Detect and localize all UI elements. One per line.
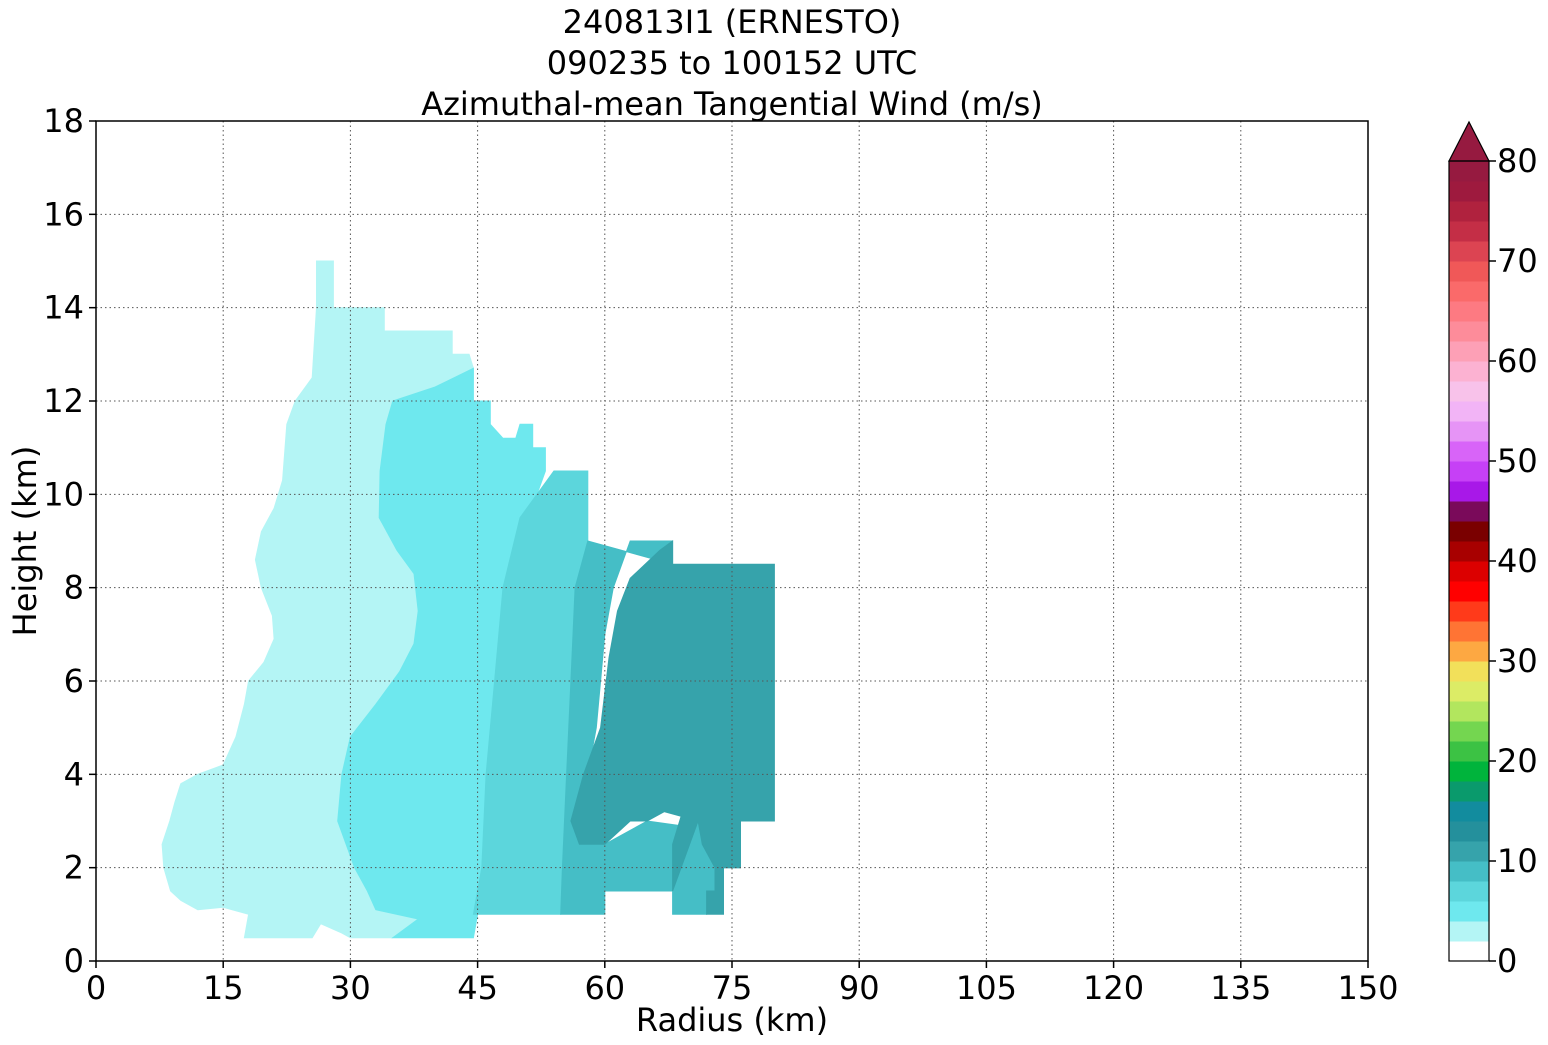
y-tick-label: 18 — [43, 102, 84, 140]
x-axis-label: Radius (km) — [636, 1001, 828, 1039]
colorbar-segment — [1449, 761, 1489, 782]
colorbar-tick-label: 40 — [1497, 542, 1538, 580]
colorbar-segment — [1449, 701, 1489, 722]
colorbar-segment — [1449, 221, 1489, 242]
colorbar-segment — [1449, 501, 1489, 522]
y-tick-label: 14 — [43, 289, 84, 327]
colorbar-segment — [1449, 841, 1489, 862]
contour-regions — [161, 260, 775, 939]
chart-title-line-2: 090235 to 100152 UTC — [546, 44, 918, 82]
x-tick-label: 135 — [1210, 969, 1271, 1007]
colorbar-segment — [1449, 801, 1489, 822]
chart-title-line-3: Azimuthal-mean Tangential Wind (m/s) — [421, 85, 1043, 123]
colorbar-segment — [1449, 441, 1489, 462]
colorbar-segment — [1449, 821, 1489, 842]
colorbar-segment — [1449, 381, 1489, 402]
colorbar-extend-arrow — [1448, 120, 1490, 162]
colorbar-segment — [1449, 541, 1489, 562]
x-tick-label: 30 — [330, 969, 371, 1007]
colorbar-tick-label: 50 — [1497, 442, 1538, 480]
colorbar-segment — [1449, 521, 1489, 542]
grid-lines — [96, 121, 1368, 961]
colorbar-segment — [1449, 181, 1489, 202]
colorbar: 0 10 20 30 40 50 60 70 80 — [1448, 120, 1538, 980]
colorbar-segment — [1449, 581, 1489, 602]
colorbar-segment — [1449, 481, 1489, 502]
y-tick-label: 6 — [64, 662, 84, 700]
colorbar-segment — [1449, 901, 1489, 922]
colorbar-segment — [1449, 921, 1489, 942]
y-tick-label: 16 — [43, 195, 84, 233]
x-tick-label: 90 — [839, 969, 880, 1007]
colorbar-segment — [1449, 741, 1489, 762]
x-tick-label: 60 — [584, 969, 625, 1007]
y-axis-ticks: 0 2 4 6 8 10 12 14 16 18 — [43, 102, 96, 980]
colorbar-tick-label: 60 — [1497, 342, 1538, 380]
colorbar-tick-label: 10 — [1497, 842, 1538, 880]
chart-title-line-1: 240813I1 (ERNESTO) — [562, 3, 902, 41]
colorbar-segment — [1449, 641, 1489, 662]
colorbar-segment — [1449, 461, 1489, 482]
colorbar-segment — [1449, 301, 1489, 322]
colorbar-segment — [1449, 201, 1489, 222]
colorbar-tick-label: 0 — [1497, 942, 1517, 980]
colorbar-segment — [1449, 241, 1489, 262]
colorbar-segment — [1449, 661, 1489, 682]
x-tick-label: 0 — [86, 969, 106, 1007]
colorbar-segment — [1449, 881, 1489, 902]
x-tick-label: 45 — [457, 969, 498, 1007]
colorbar-segment — [1449, 781, 1489, 802]
contour-region-4 — [570, 540, 775, 915]
colorbar-segment — [1449, 341, 1489, 362]
colorbar-segment — [1449, 161, 1489, 182]
y-tick-label: 12 — [43, 382, 84, 420]
x-tick-label: 150 — [1337, 969, 1398, 1007]
colorbar-segment — [1449, 401, 1489, 422]
x-tick-label: 120 — [1083, 969, 1144, 1007]
y-tick-label: 8 — [64, 569, 84, 607]
x-tick-label: 75 — [712, 969, 753, 1007]
y-tick-label: 4 — [64, 755, 84, 793]
colorbar-segment — [1449, 281, 1489, 302]
colorbar-segment — [1449, 321, 1489, 342]
x-tick-label: 15 — [203, 969, 244, 1007]
colorbar-tick-label: 80 — [1497, 142, 1538, 180]
colorbar-segment — [1449, 561, 1489, 582]
colorbar-segment — [1449, 421, 1489, 442]
colorbar-segment — [1449, 681, 1489, 702]
colorbar-tick-label: 70 — [1497, 242, 1538, 280]
colorbar-tick-label: 20 — [1497, 742, 1538, 780]
x-tick-label: 105 — [956, 969, 1017, 1007]
colorbar-segment — [1449, 361, 1489, 382]
y-axis-label: Height (km) — [6, 446, 44, 637]
colorbar-segment — [1449, 621, 1489, 642]
colorbar-segment — [1449, 601, 1489, 622]
y-tick-label: 10 — [43, 475, 84, 513]
colorbar-segment — [1449, 941, 1489, 962]
colorbar-segment — [1449, 861, 1489, 882]
colorbar-segment — [1449, 721, 1489, 742]
y-tick-label: 2 — [64, 849, 84, 887]
x-axis-ticks: 0 15 30 45 60 75 90 105 120 135 150 — [86, 961, 1399, 1007]
y-tick-label: 0 — [64, 942, 84, 980]
colorbar-segment — [1449, 261, 1489, 282]
colorbar-tick-label: 30 — [1497, 642, 1538, 680]
